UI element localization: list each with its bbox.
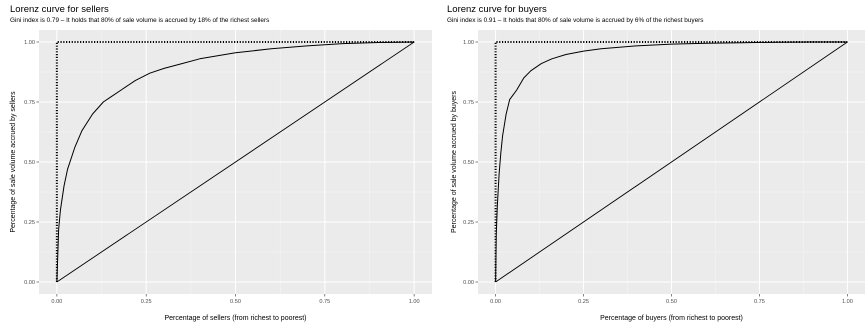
x-tick-label: 0.00 bbox=[490, 299, 501, 305]
x-tick-label: 0.75 bbox=[319, 299, 330, 305]
x-tick-label: 0.25 bbox=[141, 299, 152, 305]
y-axis-title: Percentage of sale volume accrued by buy… bbox=[451, 90, 458, 233]
equality-line bbox=[56, 41, 415, 283]
x-tick-label: 0.00 bbox=[51, 299, 62, 305]
x-tick-label: 0.75 bbox=[754, 299, 765, 305]
y-tick-label: 0.75 bbox=[24, 100, 35, 106]
chart-title: Lorenz curve for sellers bbox=[10, 4, 109, 15]
x-tick-label: 0.50 bbox=[666, 299, 677, 305]
y-tick-label: 0.00 bbox=[463, 280, 474, 286]
equality-line bbox=[495, 41, 848, 283]
y-axis-title: Percentage of sale volume accrued by sel… bbox=[10, 91, 17, 233]
y-tick-label: 0.75 bbox=[463, 100, 474, 106]
x-tick-label: 1.00 bbox=[409, 299, 420, 305]
x-axis-title: Percentage of sellers (from richest to p… bbox=[164, 315, 306, 322]
y-tick-label: 0.50 bbox=[24, 160, 35, 166]
x-axis-title: Percentage of buyers (from richest to po… bbox=[600, 315, 743, 322]
lorenz-curve bbox=[56, 41, 415, 283]
chart-subtitle: Gini index is 0.91 – It holds that 80% o… bbox=[447, 17, 703, 24]
y-tick-label: 1.00 bbox=[24, 40, 35, 46]
y-tick-label: 0.50 bbox=[463, 160, 474, 166]
lorenz-curve bbox=[495, 41, 848, 283]
x-tick-label: 0.50 bbox=[230, 299, 241, 305]
chart-1: Lorenz curve for buyers Gini index is 0.9… bbox=[447, 4, 865, 322]
y-tick-label: 1.00 bbox=[463, 40, 474, 46]
y-tick-label: 0.00 bbox=[24, 280, 35, 286]
x-tick-label: 1.00 bbox=[842, 299, 853, 305]
y-tick-label: 0.25 bbox=[463, 220, 474, 226]
x-tick-label: 0.25 bbox=[578, 299, 589, 305]
y-tick-label: 0.25 bbox=[24, 220, 35, 226]
chart-0: Lorenz curve for sellers Gini index is 0.… bbox=[10, 4, 432, 322]
chart-subtitle: Gini index is 0.79 – It holds that 80% o… bbox=[10, 17, 269, 24]
chart-title: Lorenz curve for buyers bbox=[447, 4, 547, 15]
